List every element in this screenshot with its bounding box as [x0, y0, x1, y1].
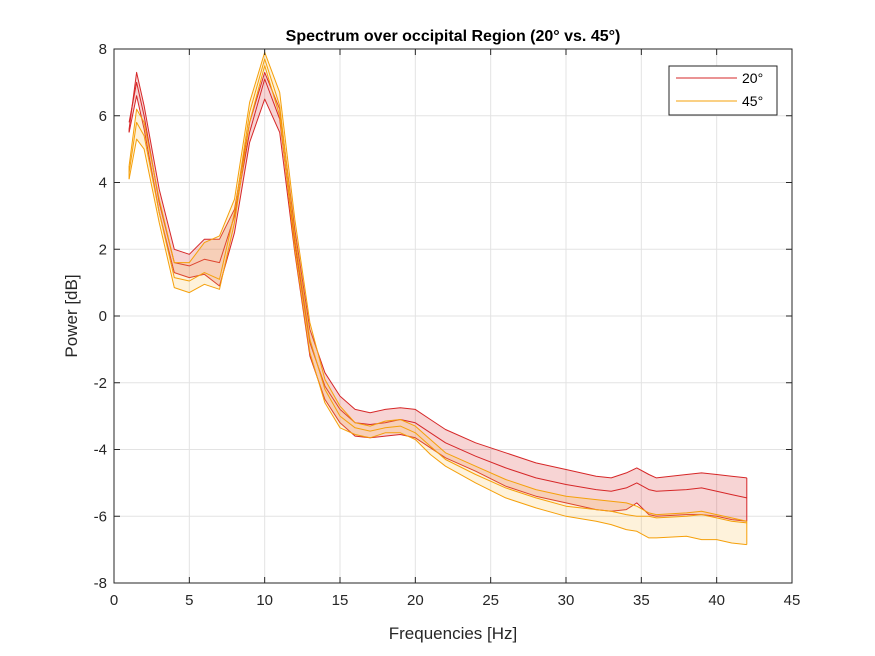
series-1-lower-line	[128, 95, 747, 522]
series-2-mean-line	[128, 58, 747, 524]
y-tick-label: 2	[99, 241, 107, 258]
y-tick-label: 8	[99, 41, 107, 58]
y-tick-label: -8	[94, 575, 107, 592]
x-axis-label: Frequencies [Hz]	[389, 624, 518, 643]
y-tick-label: -2	[94, 375, 107, 392]
legend: 20° 45°	[668, 65, 778, 116]
series-2	[128, 51, 748, 546]
chart-title: Spectrum over occipital Region (20° vs. …	[286, 28, 621, 45]
x-tick-label: 10	[256, 592, 273, 609]
series-layer	[128, 51, 748, 546]
series-1	[128, 71, 748, 522]
x-tick-label: 35	[633, 592, 650, 609]
ticks: 0 5 10 15 20 25 30 35 40 45 -8 -6 -4 -2 0 2 4 6 8	[94, 41, 801, 609]
x-tick-label: 20	[407, 592, 424, 609]
x-tick-label: 0	[110, 592, 118, 609]
x-tick-label: 15	[332, 592, 349, 609]
x-tick-label: 45	[784, 592, 801, 609]
x-tick-label: 25	[482, 592, 499, 609]
y-tick-label: 4	[99, 175, 107, 192]
x-tick-label: 40	[708, 592, 725, 609]
y-tick-label: 6	[99, 108, 107, 125]
legend-label-45: 45°	[742, 93, 763, 109]
series-2-lower-line	[128, 65, 747, 546]
y-tick-label: 0	[99, 308, 107, 325]
series-2-upper-line	[128, 51, 747, 522]
y-axis-label: Power [dB]	[62, 274, 81, 357]
series-1-upper-line	[128, 71, 747, 479]
y-tick-label: -6	[94, 508, 107, 525]
x-tick-label: 30	[558, 592, 575, 609]
x-tick-label: 5	[185, 592, 193, 609]
legend-label-20: 20°	[742, 70, 763, 86]
series-1-confidence-band	[129, 72, 747, 522]
y-tick-label: -4	[94, 442, 107, 459]
series-1-mean-line	[128, 78, 747, 499]
legend-box	[668, 65, 778, 116]
